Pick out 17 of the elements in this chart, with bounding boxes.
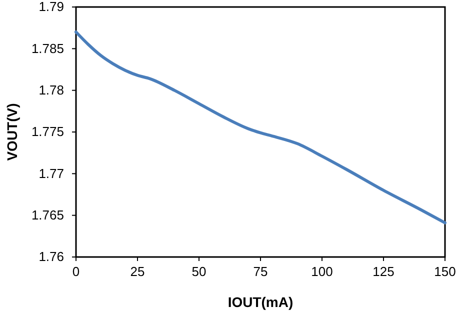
y-tick-label: 1.79 — [38, 0, 64, 14]
line-series — [74, 30, 446, 224]
x-tick-label: 0 — [72, 264, 80, 280]
y-tick-label: 1.785 — [31, 40, 64, 56]
x-tick-label: 100 — [311, 264, 333, 280]
y-tick-label: 1.78 — [38, 82, 64, 98]
y-tick-label: 1.775 — [31, 124, 64, 140]
x-tick-label: 125 — [372, 264, 394, 280]
x-axis-title: IOUT(mA) — [228, 294, 294, 310]
y-tick-label: 1.76 — [38, 249, 64, 264]
y-axis-title: VOUT(V) — [4, 103, 20, 161]
y-tick-label: 1.765 — [31, 207, 64, 222]
y-tick-label: 1.77 — [38, 166, 64, 181]
x-tick-label: 25 — [130, 264, 145, 280]
x-tick-label: 75 — [253, 264, 268, 280]
x-tick-label: 150 — [434, 264, 456, 280]
x-tick-label: 50 — [192, 264, 206, 280]
